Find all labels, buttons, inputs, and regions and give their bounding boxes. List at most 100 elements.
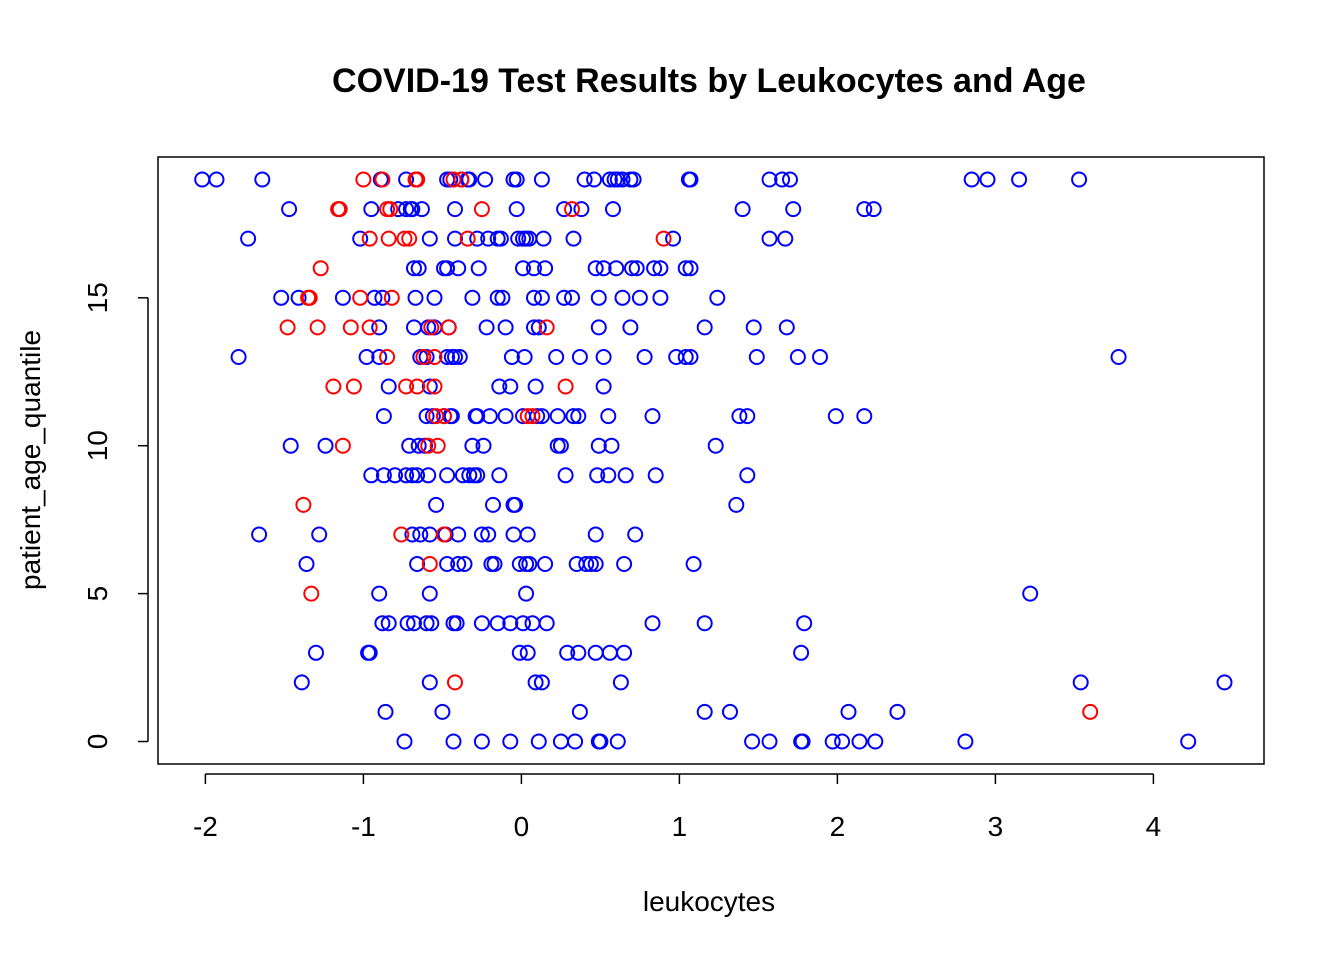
- data-point: [533, 674, 550, 691]
- data-point: [595, 260, 612, 277]
- data-point: [439, 260, 456, 277]
- data-point: [421, 378, 438, 395]
- data-point: [778, 319, 795, 336]
- data-point: [345, 378, 362, 395]
- data-point: [644, 408, 661, 425]
- data-point: [421, 556, 438, 572]
- data-point: [407, 289, 424, 306]
- data-point: [450, 556, 467, 572]
- data-point: [533, 171, 550, 188]
- data-point: [398, 171, 415, 188]
- data-point: [612, 674, 629, 691]
- data-point: [709, 289, 726, 306]
- data-point: [502, 378, 519, 395]
- data-point: [406, 319, 422, 336]
- data-point: [515, 260, 531, 277]
- data-point: [406, 260, 422, 277]
- data-point: [445, 733, 462, 750]
- data-point: [1071, 171, 1088, 188]
- data-point: [616, 644, 633, 661]
- data-point: [587, 556, 604, 572]
- data-point: [396, 733, 413, 750]
- data-point: [515, 615, 531, 632]
- data-point: [440, 319, 457, 336]
- data-point: [281, 201, 298, 218]
- data-point: [856, 201, 873, 218]
- data-point: [434, 703, 451, 720]
- data-point: [578, 556, 595, 572]
- data-point: [480, 526, 497, 543]
- data-point: [473, 526, 490, 543]
- data-point: [510, 230, 527, 247]
- data-point: [491, 378, 508, 395]
- data-point: [538, 319, 555, 336]
- data-point: [595, 349, 612, 365]
- data-point: [423, 319, 440, 336]
- data-point: [380, 230, 397, 247]
- data-point: [230, 349, 247, 365]
- data-point: [587, 526, 604, 543]
- data-point: [404, 201, 421, 218]
- data-point: [789, 349, 806, 365]
- data-point: [459, 230, 476, 247]
- data-point: [505, 171, 522, 188]
- data-point: [647, 467, 664, 484]
- data-point: [418, 615, 435, 632]
- data-point: [570, 644, 587, 661]
- data-point: [361, 319, 378, 336]
- data-point: [527, 674, 544, 691]
- data-point: [556, 289, 573, 306]
- data-point: [590, 437, 607, 454]
- data-point: [447, 349, 463, 365]
- data-point: [342, 319, 359, 336]
- data-point: [393, 526, 410, 543]
- data-point: [867, 733, 884, 750]
- data-point: [636, 349, 653, 365]
- data-point: [1180, 733, 1197, 750]
- data-point: [516, 349, 533, 365]
- data-point: [473, 201, 490, 218]
- data-point: [646, 260, 663, 277]
- data-point: [456, 556, 473, 572]
- data-point: [682, 349, 699, 365]
- data-points: [194, 171, 1233, 750]
- data-point: [605, 201, 621, 218]
- data-point: [470, 260, 487, 277]
- data-point: [407, 171, 424, 188]
- data-point: [609, 171, 626, 188]
- data-point: [564, 289, 580, 306]
- data-point: [533, 289, 550, 306]
- data-point: [644, 615, 661, 632]
- data-point: [486, 556, 503, 572]
- data-point: [530, 319, 547, 336]
- data-point: [616, 556, 633, 572]
- data-point: [600, 467, 617, 484]
- data-point: [731, 408, 748, 425]
- data-point: [511, 644, 528, 661]
- data-point: [537, 556, 554, 572]
- data-point: [311, 526, 328, 543]
- data-point: [445, 171, 462, 188]
- data-point: [375, 467, 392, 484]
- data-point: [744, 733, 761, 750]
- data-point: [609, 733, 626, 750]
- data-point: [447, 201, 463, 218]
- data-point: [614, 289, 631, 306]
- data-point: [552, 733, 569, 750]
- data-point: [491, 467, 508, 484]
- data-point: [208, 171, 225, 188]
- data-point: [889, 703, 906, 720]
- data-point: [1110, 349, 1127, 365]
- data-point: [511, 556, 528, 572]
- data-point: [582, 556, 599, 572]
- data-point: [379, 349, 396, 365]
- data-point: [334, 289, 351, 306]
- data-point: [473, 615, 490, 632]
- data-point: [382, 201, 399, 218]
- data-point: [1072, 674, 1089, 691]
- data-point: [371, 349, 388, 365]
- data-point: [421, 526, 438, 543]
- data-point: [464, 289, 481, 306]
- data-point: [331, 201, 348, 218]
